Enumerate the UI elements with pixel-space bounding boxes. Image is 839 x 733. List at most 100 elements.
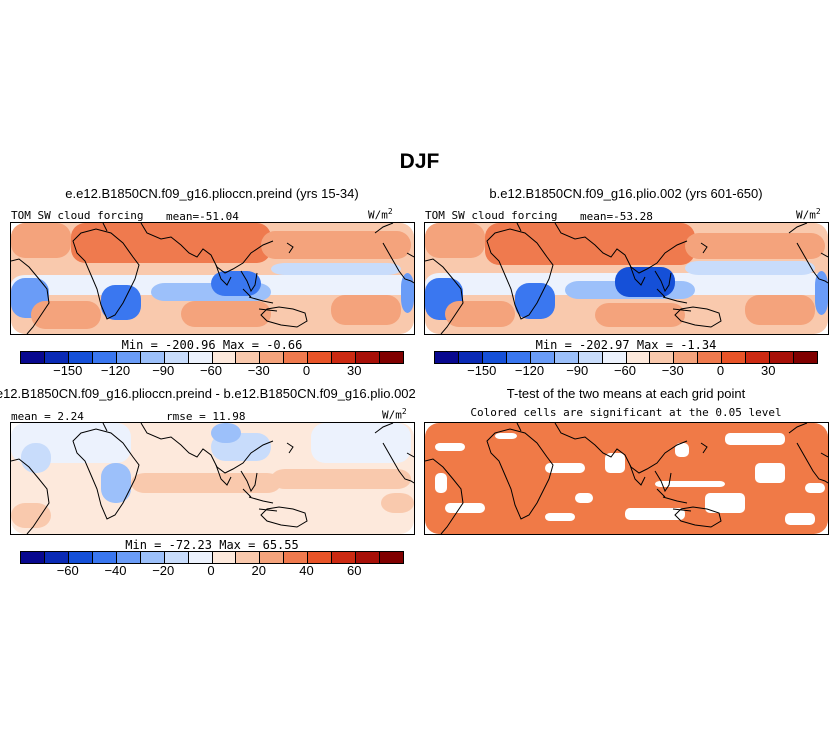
panel1-minmax: Min = -200.96 Max = -0.66 <box>121 338 303 352</box>
coastline <box>102 223 274 274</box>
coastline <box>788 423 828 484</box>
field-blob <box>31 301 101 329</box>
panel3-colorbar-ticks: −60 −40 −20 0 20 40 60 <box>20 563 402 579</box>
colorbar-swatch <box>794 352 817 363</box>
field-blob <box>11 223 71 258</box>
coastline <box>11 258 50 334</box>
panel1-title: e.e12.B1850CN.f09_g16.plioccn.preind (yr… <box>65 186 359 201</box>
field-blob <box>401 273 414 313</box>
non-significant-cell <box>725 433 785 445</box>
field-blob <box>131 473 281 493</box>
colorbar-swatch <box>770 352 795 363</box>
panel3-title: e.e12.B1850CN.f09_g16.plioccn.preind - b… <box>0 386 416 401</box>
coastline <box>516 423 688 474</box>
coastline <box>788 223 828 284</box>
colorbar-swatch <box>458 352 483 363</box>
non-significant-cell <box>655 481 725 487</box>
coastline <box>629 464 646 486</box>
field-blob <box>445 301 515 327</box>
colorbar-swatch <box>68 352 93 363</box>
coastline <box>215 264 232 286</box>
coastline <box>674 506 722 528</box>
coastline <box>242 488 278 512</box>
panel4-map <box>424 422 829 535</box>
non-significant-cell <box>545 463 585 473</box>
coastline <box>486 428 554 520</box>
colorbar-swatch <box>650 352 675 363</box>
coastline <box>260 506 308 528</box>
coastline <box>215 464 232 486</box>
panel1-map <box>10 222 415 335</box>
panel3-colorbar <box>20 551 404 564</box>
field-blob <box>271 469 411 489</box>
panel2-variable: TOM SW cloud forcing <box>425 209 558 222</box>
panel2-colorbar <box>434 351 818 364</box>
field-blob <box>485 223 695 265</box>
panel2-units: W/m2 <box>796 207 821 222</box>
colorbar-swatch <box>188 552 213 563</box>
colorbar-swatch <box>260 352 285 363</box>
colorbar-swatch <box>236 352 261 363</box>
colorbar-swatch <box>626 352 651 363</box>
colorbar-swatch <box>140 552 165 563</box>
colorbar-swatch <box>746 352 771 363</box>
field-blob <box>515 283 555 319</box>
colorbar-tick-label: −60 <box>613 363 637 378</box>
colorbar-swatch <box>674 352 699 363</box>
colorbar-tick-label: −40 <box>104 563 127 578</box>
coastline <box>425 458 464 534</box>
panel2-map <box>424 222 829 335</box>
colorbar-swatch <box>212 552 237 563</box>
coastline <box>656 488 692 512</box>
field-blob <box>745 295 815 325</box>
colorbar-swatch <box>435 352 459 363</box>
coastline <box>674 306 722 328</box>
coastline <box>656 288 692 312</box>
colorbar-swatch <box>140 352 165 363</box>
colorbar-swatch <box>44 552 69 563</box>
panel2-title: b.e12.B1850CN.f09_g16.plio.002 (yrs 601-… <box>489 186 763 201</box>
coastline <box>820 452 828 458</box>
colorbar-swatch <box>260 552 285 563</box>
colorbar-swatch <box>116 352 141 363</box>
field-blob <box>815 271 828 315</box>
colorbar-tick-label: −20 <box>152 563 175 578</box>
colorbar-swatch <box>356 352 381 363</box>
colorbar-swatch <box>116 552 141 563</box>
field-blob <box>101 285 141 320</box>
colorbar-swatch <box>698 352 723 363</box>
coastline <box>406 252 414 258</box>
coastline <box>240 270 258 293</box>
field-blob <box>311 423 411 463</box>
colorbar-swatch <box>482 352 507 363</box>
non-significant-cell <box>545 513 575 521</box>
panel1-colorbar <box>20 351 404 364</box>
colorbar-tick-label: 30 <box>761 363 776 378</box>
field-blob <box>211 271 261 296</box>
colorbar-swatch <box>308 352 333 363</box>
colorbar-swatch <box>21 552 45 563</box>
coastline <box>240 470 258 493</box>
colorbar-tick-label: −150 <box>467 363 497 378</box>
non-significant-cell <box>805 483 825 493</box>
colorbar-swatch <box>308 552 333 563</box>
colorbar-swatch <box>164 352 189 363</box>
colorbar-tick-label: 40 <box>299 563 314 578</box>
panel2-minmax: Min = -202.97 Max = -1.34 <box>535 338 717 352</box>
colorbar-swatch <box>92 352 117 363</box>
field-blob <box>331 295 401 325</box>
panel3-minmax: Min = -72.23 Max = 65.55 <box>125 538 299 552</box>
non-significant-cell <box>435 473 447 493</box>
field-blob <box>685 261 815 275</box>
colorbar-swatch <box>164 552 189 563</box>
colorbar-tick-label: 20 <box>251 563 266 578</box>
coastline <box>654 470 672 493</box>
colorbar-tick-label: −60 <box>56 563 79 578</box>
field-blob <box>425 223 485 258</box>
colorbar-tick-label: 0 <box>207 563 215 578</box>
non-significant-cell <box>625 508 685 520</box>
coastline <box>72 428 140 520</box>
coastline <box>820 252 828 258</box>
field-blob <box>71 223 271 263</box>
coastline <box>102 423 274 474</box>
